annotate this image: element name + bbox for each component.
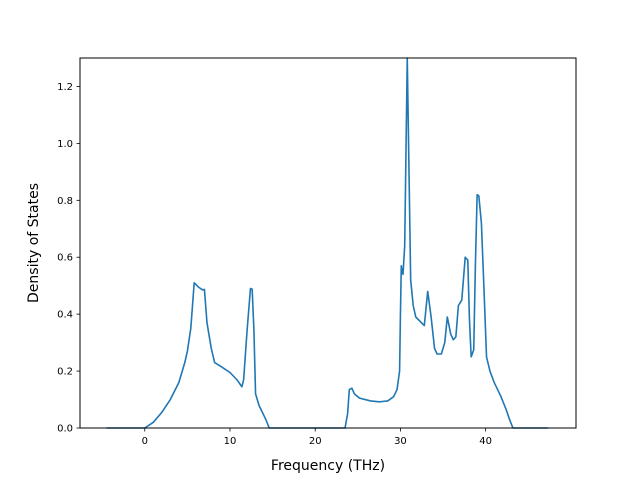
y-tick-label: 0.6 [57,253,73,264]
x-tick-label: 0 [142,436,148,447]
y-tick-label: 0.2 [57,367,73,378]
x-tick-label: 10 [224,436,237,447]
y-tick-label: 0.0 [57,424,73,435]
y-tick-label: 0.4 [57,310,73,321]
x-tick-label: 30 [394,436,407,447]
series-line-0 [106,57,548,429]
x-tick-label: 40 [479,436,492,447]
axes-frame [79,57,577,429]
y-tick-label: 1.2 [57,82,73,93]
x-axis-ticks: 0 10 20 30 40 [142,428,492,447]
y-axis-label: Density of States [26,183,42,303]
y-tick-label: 1.0 [57,139,73,150]
x-tick-label: 20 [309,436,322,447]
x-axis-label: Frequency (THz) [271,458,385,474]
plot-area [80,58,576,428]
y-axis-ticks: 0.0 0.2 0.4 0.6 0.8 1.0 1.2 [57,82,80,435]
y-tick-label: 0.8 [57,196,73,207]
series-layer [106,57,548,429]
